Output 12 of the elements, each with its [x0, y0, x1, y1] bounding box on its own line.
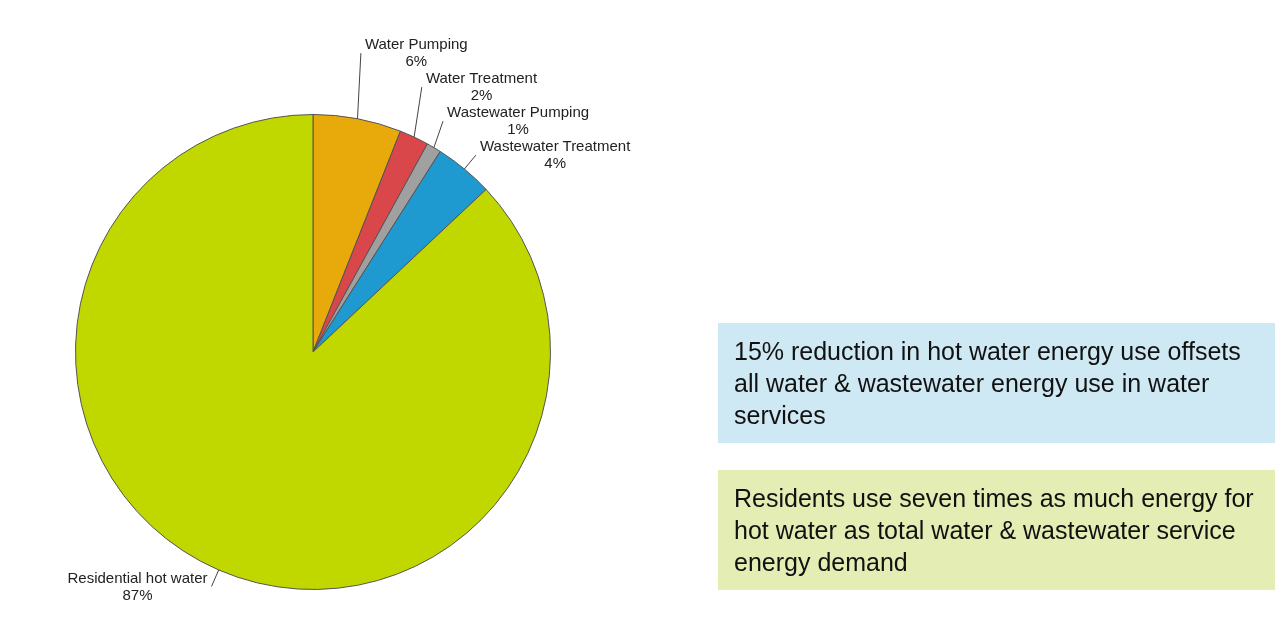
text: Residents use seven times as much energy for hot water as total water & wastewater service energy demand [718, 470, 1275, 590]
text: 15% reduction in hot water energy use offsets all water & wastewater energy use in water services [718, 323, 1275, 443]
data-label: 4% [544, 154, 567, 172]
slice-label: Wastewater Treatment [479, 137, 632, 155]
slice-label: Water Pumping [364, 35, 468, 53]
data-label: 2% [470, 86, 493, 104]
slice-label: Water Treatment [425, 69, 538, 87]
slice-label: Residential hot water [67, 568, 208, 586]
slice-label: Wastewater Pumping [447, 103, 590, 121]
data-label: 87% [122, 585, 153, 603]
data-label: 6% [405, 52, 428, 70]
data-label: 1% [507, 120, 529, 138]
